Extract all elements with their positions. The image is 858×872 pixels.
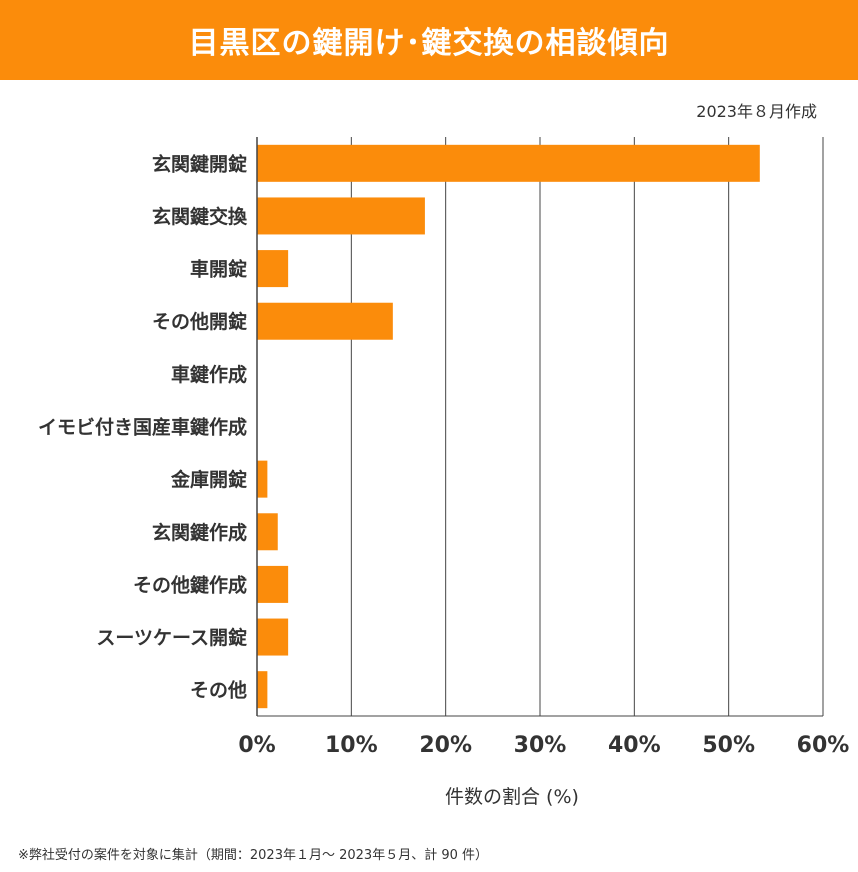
bar [257, 197, 425, 235]
chart-title: 目黒区の鍵開け･鍵交換の相談傾向 [188, 26, 670, 61]
x-tick-label: 50% [702, 733, 755, 758]
bar [257, 302, 393, 340]
bar [257, 618, 289, 656]
x-tick-label: 40% [608, 733, 661, 758]
bar [257, 250, 289, 288]
x-tick-label: 30% [514, 733, 567, 758]
bar [257, 671, 268, 709]
category-label: その他 [190, 679, 247, 702]
x-tick-label: 20% [419, 733, 472, 758]
bar [257, 513, 278, 551]
category-label: その他開錠 [152, 310, 247, 333]
category-label: 玄関鍵開錠 [152, 152, 247, 175]
category-label: その他鍵作成 [133, 573, 247, 596]
x-tick-label: 60% [797, 733, 850, 758]
x-axis-label: 件数の割合 (%) [445, 786, 579, 808]
bar [257, 144, 760, 182]
footnote: ※弊社受付の案件を対象に集計（期間：2023年１月～ 2023年５月、計 90 … [18, 848, 488, 863]
x-tick-label: 10% [325, 733, 378, 758]
category-label: 玄関鍵交換 [152, 205, 248, 228]
category-label: 車開錠 [190, 258, 247, 281]
category-label: 金庫開錠 [170, 468, 247, 491]
x-tick-label: 0% [238, 733, 275, 758]
category-label: スーツケース開錠 [96, 626, 247, 649]
date-note: 2023年８月作成 [696, 102, 817, 121]
category-label: イモビ付き国産車鍵作成 [38, 416, 247, 439]
bar [257, 460, 268, 498]
category-label: 車鍵作成 [171, 363, 247, 386]
header-banner: 目黒区の鍵開け･鍵交換の相談傾向 [0, 0, 858, 80]
bar [257, 565, 289, 603]
category-label: 玄関鍵作成 [152, 521, 247, 544]
